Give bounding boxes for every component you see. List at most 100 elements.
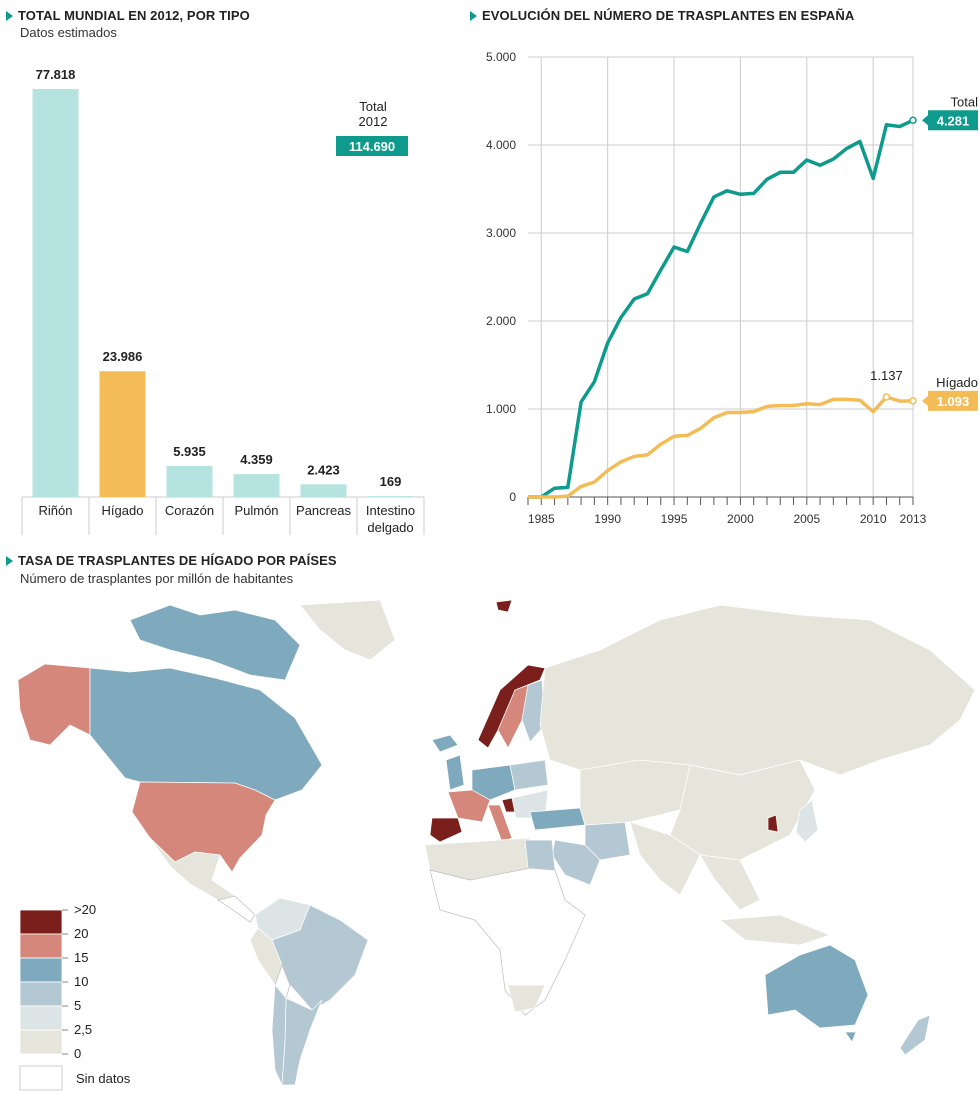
map-title: TASA DE TRASPLANTES DE HÍGADO POR PAÍSES (6, 553, 337, 568)
map-japan (795, 799, 819, 843)
series-line (528, 395, 914, 499)
legend-label: 5 (74, 998, 81, 1013)
legend-swatch (19, 1005, 63, 1031)
series-end-value: 4.281 (937, 113, 970, 128)
legend-swatch (19, 957, 63, 983)
map-canada (89, 667, 323, 801)
legend-label: 0 (74, 1046, 81, 1061)
map-korea (767, 814, 779, 833)
map-italy (487, 804, 513, 843)
bar-chart-title-text: TOTAL MUNDIAL EN 2012, POR TIPO (18, 8, 250, 23)
map-france (447, 789, 491, 823)
map-china (669, 759, 816, 861)
series-end-point (909, 397, 917, 405)
line-chart-title: EVOLUCIÓN DEL NÚMERO DE TRASPLANTES EN E… (470, 8, 854, 23)
line-chart: 0 1.000 2.000 3.000 4.000 5.000 1985 1990 1995 20… (486, 50, 978, 526)
title-marker-icon (6, 556, 13, 566)
x-tick-label: 1990 (594, 512, 621, 526)
x-tick-label: 1985 (528, 512, 555, 526)
series-badge-pointer (922, 395, 928, 406)
map-turkey (529, 807, 586, 831)
map-uk (445, 754, 465, 791)
bar-value-label: 23.986 (103, 349, 143, 364)
map-central-america (217, 895, 256, 923)
category-label: Corazón (165, 503, 214, 518)
total-label: 2012 (359, 114, 388, 129)
bar-chart: 77.818 Riñón 23.986 Hígado 5.935 Corazón 4.359… (21, 67, 425, 535)
map-germany-benelux (471, 764, 516, 801)
legend-swatch (19, 981, 63, 1007)
total-badge (336, 136, 408, 156)
x-tick-label: 2013 (900, 512, 927, 526)
series-end-point (909, 116, 917, 125)
map-title-text: TASA DE TRASPLANTES DE HÍGADO POR PAÍSES (18, 553, 337, 568)
legend-label: 20 (74, 926, 88, 941)
legend-nodata-label: Sin datos (76, 1071, 131, 1086)
map-australia (764, 944, 869, 1029)
map-egypt (524, 839, 556, 871)
x-tick-label: 1995 (661, 512, 688, 526)
y-tick-label: 2.000 (486, 314, 516, 328)
legend-label: 2,5 (74, 1022, 92, 1037)
y-tick-label: 0 (509, 490, 516, 504)
category-label: Pancreas (296, 503, 351, 518)
annotation-label: 1.137 (870, 368, 903, 383)
map-greenland (299, 599, 396, 661)
series-end-value: 1.093 (937, 394, 970, 409)
legend-swatch (19, 909, 63, 935)
bar (166, 465, 213, 497)
map-spain (429, 817, 463, 843)
x-tick-label: 2005 (793, 512, 820, 526)
category-label: Hígado (102, 503, 144, 518)
map-new-zealand (899, 1014, 931, 1056)
category-label: delgado (367, 520, 413, 535)
series-end-badge (928, 390, 978, 411)
series-end-badge (928, 110, 978, 131)
map-subtitle: Número de trasplantes por millón de habi… (20, 571, 294, 586)
bar-chart-title: TOTAL MUNDIAL EN 2012, POR TIPO (6, 8, 250, 23)
map-russia (539, 604, 976, 776)
y-tick-label: 1.000 (486, 402, 516, 416)
map-central-asia (579, 759, 691, 826)
bar-value-label: 169 (380, 474, 402, 489)
legend-swatch (19, 933, 63, 959)
bar (32, 89, 79, 497)
title-marker-icon (6, 11, 13, 21)
map-chile (271, 984, 287, 1086)
map-tasmania (844, 1031, 857, 1043)
map-alaska (17, 663, 91, 746)
bar-value-label: 4.359 (240, 452, 273, 467)
y-tick-label: 3.000 (486, 226, 516, 240)
map-indonesia (719, 914, 832, 946)
category-label: Riñón (39, 503, 73, 518)
bar (300, 484, 347, 497)
legend-swatch (19, 1029, 63, 1055)
map-south-africa (507, 984, 546, 1013)
total-label: Total (359, 99, 387, 114)
bar-chart-subtitle: Datos estimados (20, 25, 117, 40)
map-svalbard (495, 599, 513, 613)
series-line (528, 118, 914, 499)
category-label: Intestino (366, 503, 415, 518)
map-canada-islands (129, 604, 301, 681)
bar-value-label: 5.935 (173, 444, 206, 459)
legend-label: >20 (74, 902, 96, 917)
annotation-point (882, 393, 891, 401)
x-tick-label: 2010 (860, 512, 887, 526)
map-africa (429, 867, 586, 1016)
world-map (17, 599, 976, 1086)
map-se-asia (699, 854, 761, 911)
map-argentina (281, 997, 323, 1086)
total-value: 114.690 (349, 139, 395, 154)
bar (233, 474, 280, 497)
bar (367, 496, 414, 498)
legend-label: 10 (74, 974, 88, 989)
category-label: Pulmón (234, 503, 278, 518)
title-marker-icon (470, 11, 477, 21)
series-name-label: Hígado (936, 375, 978, 390)
series-badge-pointer (922, 115, 928, 126)
map-india (629, 821, 701, 896)
y-tick-label: 4.000 (486, 138, 516, 152)
map-mexico (149, 837, 236, 901)
x-tick-label: 2000 (727, 512, 754, 526)
